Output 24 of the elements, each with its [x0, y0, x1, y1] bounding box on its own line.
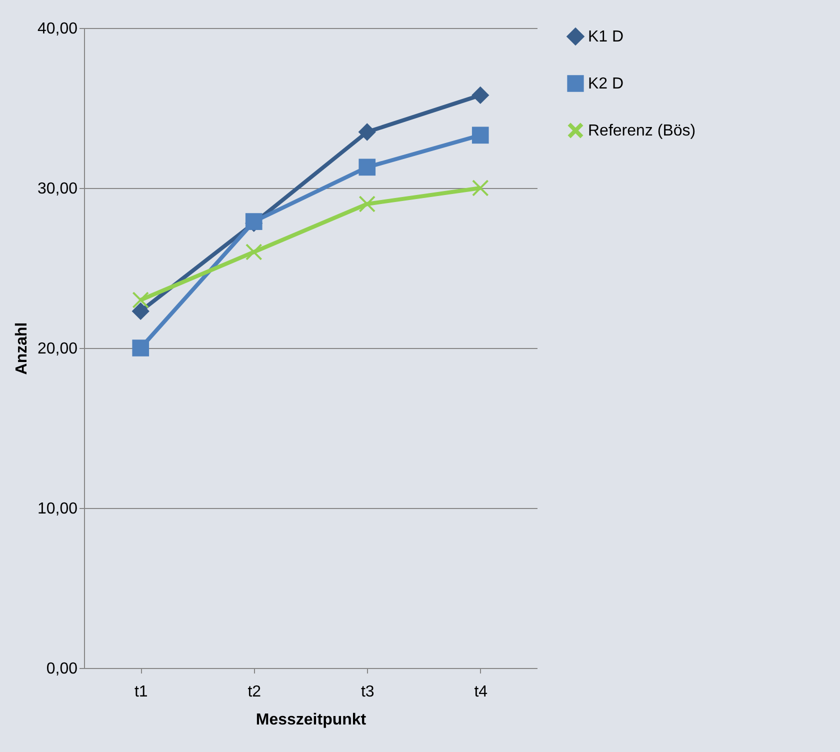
y-axis-title: Anzahl	[13, 322, 30, 375]
y-tick-label: 0,00	[46, 660, 78, 678]
point	[358, 158, 376, 176]
x-tick-label: t3	[360, 684, 374, 700]
x-tick-label: t1	[134, 684, 148, 700]
y-tick-label: 30,00	[37, 180, 78, 198]
legend-label: K1 D	[588, 28, 624, 46]
x-axis-title: Messzeitpunkt	[256, 712, 367, 728]
x-tick-label: t2	[248, 684, 262, 700]
point	[132, 292, 150, 308]
legend-label: Referenz (Bös)	[588, 122, 696, 140]
point	[358, 124, 376, 140]
point	[132, 340, 150, 356]
point	[472, 126, 489, 144]
x-tick-label: t4	[474, 684, 488, 700]
point	[358, 196, 376, 212]
legend-label: K2 D	[588, 76, 624, 92]
y-tick-label: 10,00	[37, 500, 78, 518]
point	[472, 86, 489, 104]
point	[472, 180, 489, 196]
point	[132, 302, 150, 320]
point	[245, 244, 262, 260]
y-tick-label: 40,00	[37, 20, 78, 38]
y-tick-label: 20,00	[37, 340, 78, 358]
